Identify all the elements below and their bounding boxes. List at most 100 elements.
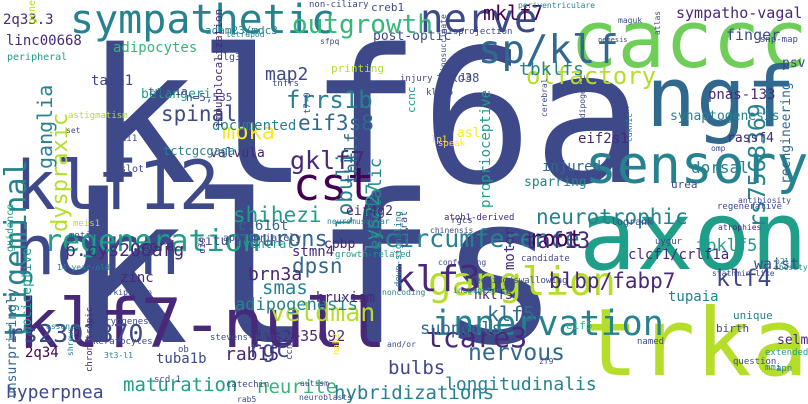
cloud-word: horn: [14, 211, 181, 291]
cloud-word: mklf7: [483, 1, 544, 25]
cloud-word: autism: [300, 379, 329, 388]
cloud-word: sparring: [524, 175, 587, 190]
cloud-word: klf3: [394, 259, 481, 300]
cloud-word: stmn4: [292, 244, 335, 260]
cloud-word: selm: [777, 333, 808, 348]
cloud-word: cdkn1c: [625, 113, 634, 142]
cloud-word: ventral: [243, 237, 294, 251]
cloud-word: rgc: [248, 337, 290, 363]
cloud-word: and/or: [387, 340, 416, 349]
cloud-word: waist: [754, 255, 800, 273]
cloud-word: feeding/swallowing: [470, 276, 568, 286]
cloud-word: catechin: [226, 380, 270, 390]
cloud-word: embryogenesis: [89, 317, 160, 327]
cloud-word: maguk: [618, 16, 643, 25]
cloud-word: lp1: [431, 135, 448, 145]
cloud-word: p27kip1/cip: [99, 288, 152, 297]
cloud-word: zinc: [120, 270, 154, 286]
cloud-word: synaptogenesis: [670, 109, 780, 124]
cloud-word: map2: [265, 64, 309, 85]
cloud-word: fbxo38: [436, 71, 480, 85]
cloud-word: rs2302870: [8, 319, 144, 348]
cloud-word: psv: [782, 56, 806, 71]
cloud-word: chronotropic: [85, 306, 95, 372]
cloud-word: eif3s8: [298, 111, 374, 135]
cloud-word: atoh1-derived: [444, 213, 515, 223]
cloud-word: printing: [331, 62, 384, 75]
cloud-word: incompetence: [453, 286, 511, 295]
cloud-word: slot: [120, 164, 145, 175]
cloud-word: tbklf5: [696, 236, 758, 256]
cloud-word: sensory: [585, 135, 808, 196]
cloud-word: atlas: [653, 10, 662, 35]
cloud-word: dpsn: [292, 254, 343, 278]
cloud-word: smas: [262, 277, 308, 299]
cloud-word: tbklfs: [519, 59, 585, 80]
cloud-word: tbklf: [342, 132, 362, 184]
cloud-word: down-signaling: [394, 211, 404, 287]
cloud-word: 2q34: [25, 345, 59, 361]
cloud-word: tuba1a: [148, 85, 188, 98]
cloud-word: subpools: [420, 319, 502, 339]
cloud-word: neurite: [257, 376, 338, 398]
cloud-word: hybridizations: [334, 382, 495, 404]
cloud-word: noncoding: [382, 288, 426, 297]
cloud-word: taf13: [524, 229, 591, 254]
cloud-word: 14-year-old: [57, 263, 110, 272]
cloud-word: appropriately: [223, 233, 302, 244]
cloud-word: circumference: [384, 224, 580, 253]
cloud-word: di1: [121, 134, 138, 144]
cloud-word: linc00668: [6, 33, 82, 49]
cloud-word: tetrapod: [226, 30, 265, 39]
cloud-word: ccnc: [405, 86, 418, 114]
cloud-word: unique: [733, 309, 773, 322]
cloud-word: dorsal: [691, 158, 749, 177]
cloud-word: asl: [457, 126, 481, 141]
cloud-word: candidate: [521, 254, 570, 264]
cloud-word: zf9: [539, 357, 554, 366]
cloud-word: t7-9: [303, 92, 313, 114]
cloud-word: meis1: [73, 219, 101, 229]
cloud-word: root: [529, 227, 582, 252]
cloud-word: adam23/mdc3: [205, 24, 278, 37]
cloud-word: innervation: [432, 304, 664, 344]
cloud-word: cst: [293, 158, 375, 211]
cloud-word: tuba1b: [156, 351, 207, 367]
cloud-word: sp/klf: [478, 28, 619, 73]
cloud-word: set: [66, 126, 81, 135]
cloud-word: injury: [400, 74, 433, 84]
cloud-word: p2l: [775, 257, 790, 266]
cloud-word: neurotrophic: [536, 205, 688, 229]
cloud-word: question: [733, 357, 777, 367]
cloud-word: adipogenesis: [235, 295, 358, 315]
cloud-word: bruxism: [316, 290, 376, 306]
cloud-word: guidance: [5, 203, 16, 252]
cloud-word: stevens-johnson: [210, 333, 292, 343]
cloud-word: gklf7: [290, 146, 366, 175]
cloud-word: non-ciliary: [309, 0, 369, 10]
cloud-word: injured: [542, 159, 602, 175]
cloud-word: motor: [502, 227, 518, 270]
cloud-word: rassf4: [727, 131, 774, 146]
cloud-word: urea: [671, 178, 698, 191]
cloud-word: veldman: [270, 298, 376, 327]
cloud-word: logrank: [611, 217, 654, 228]
cloud-word: klf6a: [85, 9, 645, 226]
cloud-word: periventriculare: [518, 1, 596, 10]
cloud-word: situ: [197, 234, 229, 249]
cloud-word: brn3a: [248, 264, 303, 285]
cloud-word: klfs: [65, 151, 562, 391]
cloud-word: 1a: [460, 72, 473, 83]
cloud-word: rgcs: [451, 216, 473, 226]
cloud-word: bulbs: [388, 357, 446, 379]
cloud-word: moka: [222, 120, 275, 145]
cloud-word: nerve: [420, 0, 538, 42]
cloud-word: motifs: [69, 231, 102, 241]
cloud-word: hce: [123, 121, 140, 131]
cloud-word: stathmin-like: [712, 269, 775, 278]
cloud-word: nociceptive: [20, 247, 35, 334]
cloud-word: omp: [711, 144, 726, 153]
cloud-word: tctcgcgaga: [163, 144, 236, 158]
cloud-word: klf4: [716, 266, 772, 292]
